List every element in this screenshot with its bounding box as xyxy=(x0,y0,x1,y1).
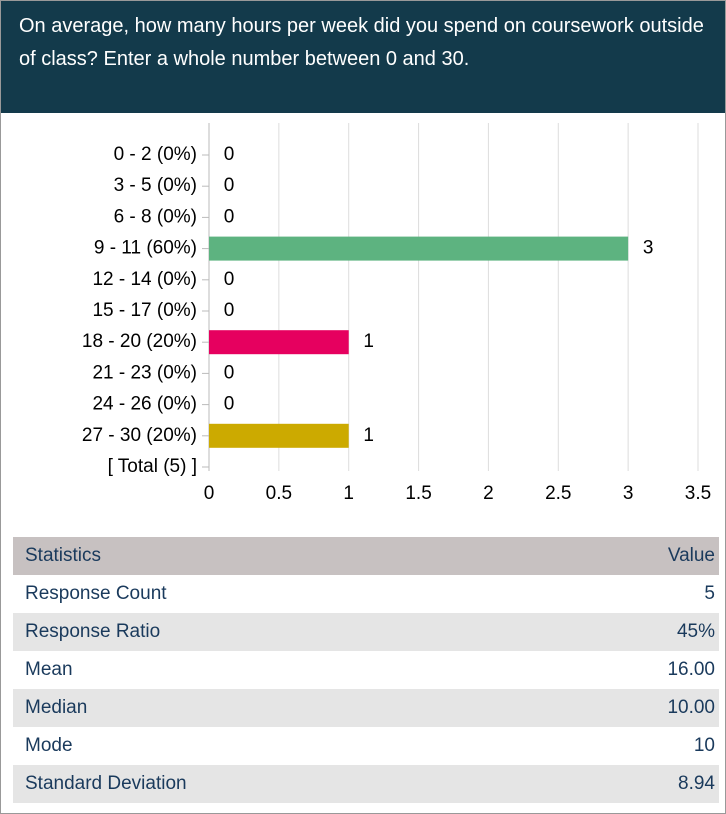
table-cell: Median xyxy=(13,689,533,727)
table-cell: Statistics xyxy=(13,537,533,575)
table-cell: 5 xyxy=(704,583,715,604)
table-row: Response Ratio 45% xyxy=(13,613,719,651)
y-tick-label: 18 - 20 (20%) xyxy=(82,331,197,352)
value-label: 0 xyxy=(224,394,235,415)
x-tick-label: 2.5 xyxy=(545,483,571,504)
table-cell: Mode xyxy=(25,735,73,756)
table-row: Mean 16.00 xyxy=(13,651,719,689)
y-tick-label: 0 - 2 (0%) xyxy=(114,144,197,165)
bar xyxy=(209,330,349,355)
question-title: On average, how many hours per week did … xyxy=(1,1,725,113)
x-tick-label: 2 xyxy=(483,483,494,504)
value-label: 0 xyxy=(224,300,235,321)
bar xyxy=(209,236,629,261)
table-cell: 8.94 xyxy=(532,765,719,803)
x-tick-label: 1.5 xyxy=(405,483,431,504)
value-label: 0 xyxy=(224,206,235,227)
value-label: 0 xyxy=(224,362,235,383)
y-tick-label: 24 - 26 (0%) xyxy=(92,394,197,415)
table-row: Mode 10 xyxy=(13,727,719,765)
y-tick-label: 12 - 14 (0%) xyxy=(92,269,197,290)
value-label: 0 xyxy=(224,144,235,165)
table-cell: Standard Deviation xyxy=(13,765,533,803)
table-row: Response Count 5 xyxy=(13,575,719,613)
x-tick-label: 3 xyxy=(623,483,634,504)
y-tick-label: 3 - 5 (0%) xyxy=(114,175,197,196)
table-cell: Response Count xyxy=(25,583,167,604)
x-tick-label: 3.5 xyxy=(685,483,711,504)
y-tick-label: 27 - 30 (20%) xyxy=(82,425,197,446)
x-tick-label: 0.5 xyxy=(266,483,292,504)
chart: 0 0.5 1 1.5 2 2.5 3 3.5 0 - 2 (0%) 0 3 - 5 (0%) 0 6 … xyxy=(82,123,711,504)
table-row: Statistics Value xyxy=(13,537,719,575)
table-cell: 45% xyxy=(532,613,719,651)
bar xyxy=(209,423,349,448)
table-cell: Value xyxy=(532,537,719,575)
y-tick-label: [ Total (5) ] xyxy=(108,456,197,477)
value-label: 1 xyxy=(363,425,374,446)
y-tick-label: 21 - 23 (0%) xyxy=(92,362,197,383)
x-tick-label: 0 xyxy=(204,483,215,504)
value-label: 3 xyxy=(643,238,654,259)
table-cell: 10.00 xyxy=(532,689,719,727)
y-tick-label: 9 - 11 (60%) xyxy=(94,238,197,259)
table-cell: Response Ratio xyxy=(13,613,533,651)
y-tick-label: 6 - 8 (0%) xyxy=(114,206,197,227)
value-label: 1 xyxy=(363,331,374,352)
table-row: Median 10.00 xyxy=(13,689,719,727)
table-cell: 10 xyxy=(693,735,715,756)
table-cell: Mean xyxy=(25,659,73,680)
y-tick-label: 15 - 17 (0%) xyxy=(92,300,197,321)
statistics-table: Statistics Value Response Count 5 Response R… xyxy=(13,537,719,803)
x-tick-label: 1 xyxy=(343,483,354,504)
value-label: 0 xyxy=(224,175,235,196)
table-row: Standard Deviation 8.94 xyxy=(13,765,719,803)
table-cell: 16.00 xyxy=(667,659,715,680)
value-label: 0 xyxy=(224,269,235,290)
